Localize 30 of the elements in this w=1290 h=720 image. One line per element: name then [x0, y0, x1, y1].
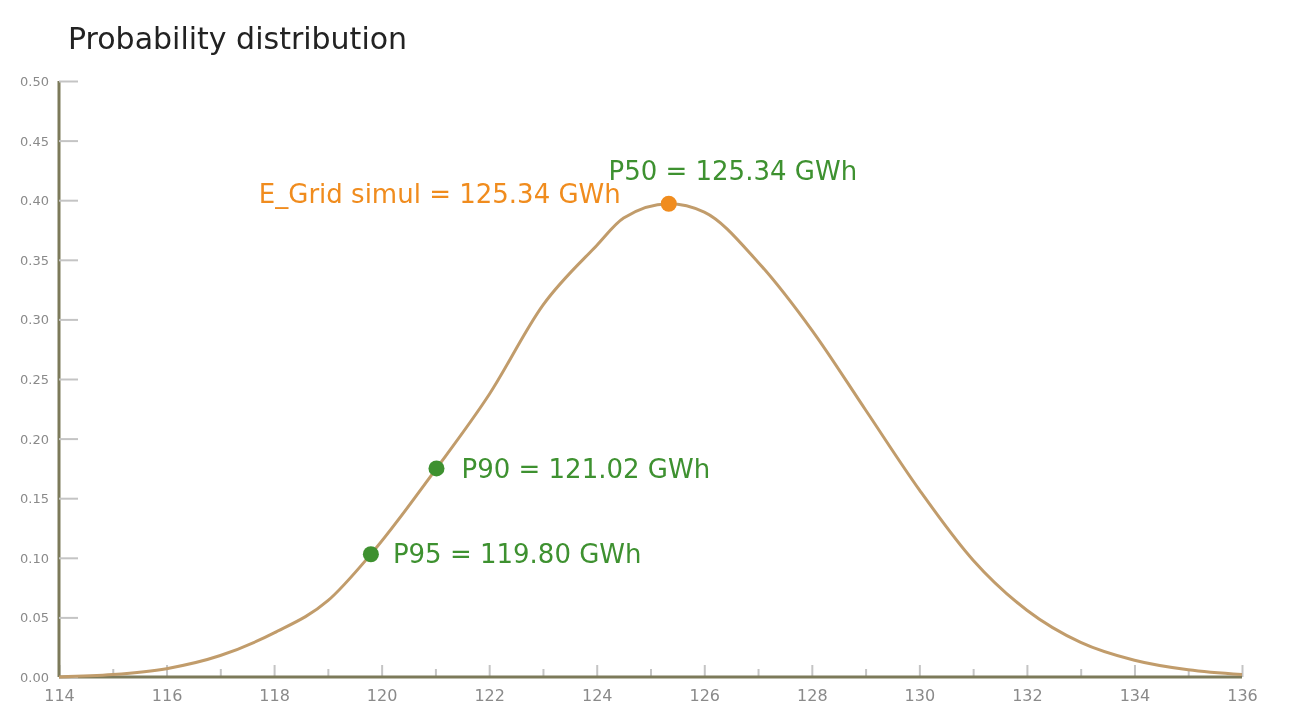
x-tick-label: 136 — [1227, 686, 1258, 705]
y-tick-label: 0.05 — [20, 610, 49, 626]
x-tick-label: 134 — [1119, 686, 1151, 705]
chart-title: Probability distribution — [68, 21, 408, 56]
x-tick-label: 128 — [797, 686, 828, 705]
y-tick-label: 0.20 — [20, 431, 49, 447]
y-tick-label: 0.00 — [20, 670, 49, 685]
y-tick-label: 0.15 — [20, 491, 49, 507]
y-tick-label: 0.10 — [20, 550, 49, 566]
y-tick-label: 0.40 — [20, 193, 49, 209]
x-tick-label: 126 — [689, 686, 721, 705]
x-tick-label: 132 — [1012, 686, 1043, 705]
y-tick-label: 0.45 — [20, 133, 49, 149]
y-tick-label: 0.25 — [20, 372, 49, 387]
x-tick-label: 124 — [581, 686, 613, 705]
annotation: P50 = 125.34 GWh — [608, 155, 858, 186]
y-tick-label: 0.30 — [20, 312, 49, 328]
x-tick-label: 122 — [474, 686, 505, 705]
point — [660, 195, 677, 212]
x-tick-label: 114 — [44, 686, 75, 705]
point — [362, 546, 379, 563]
y-tick-label: 0.35 — [20, 252, 49, 268]
y-tick-label: 0.50 — [20, 74, 49, 89]
point — [428, 460, 445, 477]
x-tick-label: 130 — [904, 686, 936, 705]
annotation: P90 = 121.02 GWh — [461, 454, 711, 485]
x-tick-label: 120 — [366, 686, 398, 705]
x-tick-label: 116 — [151, 686, 183, 705]
x-tick-label: 118 — [259, 686, 290, 705]
annotation: P95 = 119.80 GWh — [392, 539, 642, 570]
